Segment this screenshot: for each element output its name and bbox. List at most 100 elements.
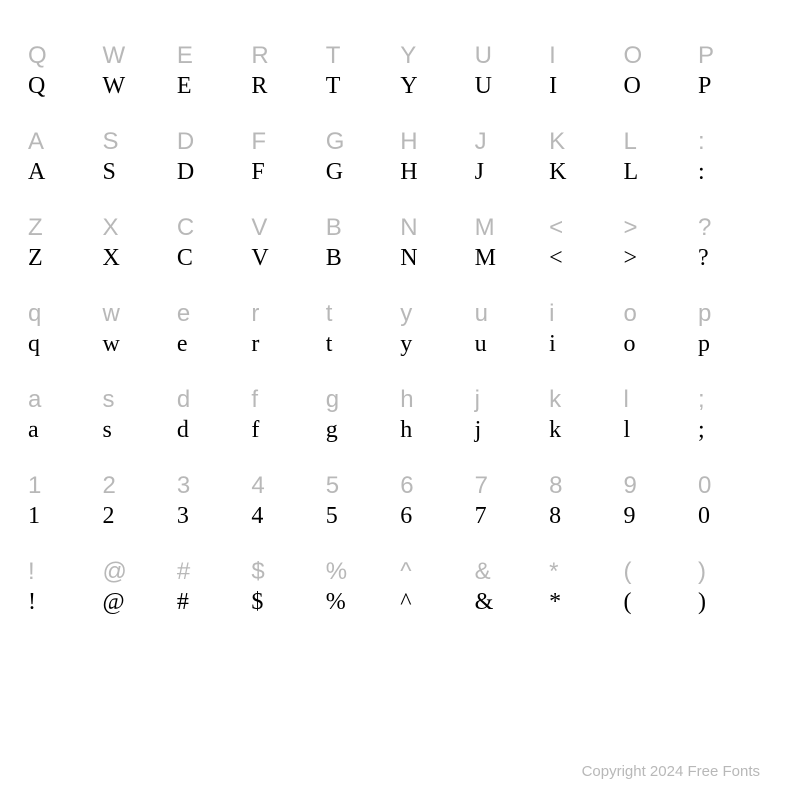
sample-char: L — [624, 160, 698, 192]
sample-char: k — [549, 418, 623, 450]
reference-char: U — [475, 20, 549, 74]
reference-char: 0 — [698, 450, 772, 504]
reference-char: u — [475, 278, 549, 332]
sample-char: d — [177, 418, 251, 450]
sample-char: X — [102, 246, 176, 278]
reference-char: ! — [28, 536, 102, 590]
char-row-group: QWERTYUIOPQWERTYUIOP — [28, 20, 772, 106]
sample-char: C — [177, 246, 251, 278]
reference-char: ( — [624, 536, 698, 590]
reference-char: 9 — [624, 450, 698, 504]
copyright-text: Copyright 2024 Free Fonts — [582, 763, 760, 780]
reference-char: M — [475, 192, 549, 246]
reference-char: d — [177, 364, 251, 418]
sample-char: 0 — [698, 504, 772, 536]
sample-char: G — [326, 160, 400, 192]
reference-char: 6 — [400, 450, 474, 504]
reference-char: j — [475, 364, 549, 418]
sample-char: @ — [102, 590, 176, 622]
sample-char: ( — [624, 590, 698, 622]
reference-char: # — [177, 536, 251, 590]
sample-char: J — [475, 160, 549, 192]
sample-row: qwertyuiop — [28, 332, 772, 364]
reference-char: 8 — [549, 450, 623, 504]
sample-char: K — [549, 160, 623, 192]
reference-char: C — [177, 192, 251, 246]
sample-char: M — [475, 246, 549, 278]
sample-char: s — [102, 418, 176, 450]
sample-char: 1 — [28, 504, 102, 536]
reference-char: t — [326, 278, 400, 332]
sample-char: 6 — [400, 504, 474, 536]
reference-char: 3 — [177, 450, 251, 504]
sample-char: V — [251, 246, 325, 278]
reference-char: f — [251, 364, 325, 418]
sample-char: # — [177, 590, 251, 622]
reference-char: B — [326, 192, 400, 246]
reference-char: : — [698, 106, 772, 160]
reference-char: X — [102, 192, 176, 246]
reference-char: r — [251, 278, 325, 332]
reference-char: O — [624, 20, 698, 74]
sample-char: I — [549, 74, 623, 106]
sample-char: i — [549, 332, 623, 364]
sample-char: 5 — [326, 504, 400, 536]
reference-char: G — [326, 106, 400, 160]
reference-char: 2 — [102, 450, 176, 504]
reference-char: K — [549, 106, 623, 160]
reference-char: > — [624, 192, 698, 246]
sample-char: > — [624, 246, 698, 278]
sample-char: W — [102, 74, 176, 106]
reference-row: QWERTYUIOP — [28, 20, 772, 74]
reference-char: D — [177, 106, 251, 160]
sample-char: D — [177, 160, 251, 192]
reference-char: < — [549, 192, 623, 246]
sample-char: B — [326, 246, 400, 278]
sample-char: e — [177, 332, 251, 364]
sample-char: 9 — [624, 504, 698, 536]
sample-char: O — [624, 74, 698, 106]
reference-char: Y — [400, 20, 474, 74]
sample-char: 4 — [251, 504, 325, 536]
reference-char: w — [102, 278, 176, 332]
sample-row: ZXCVBNM<>? — [28, 246, 772, 278]
sample-char: g — [326, 418, 400, 450]
reference-char: W — [102, 20, 176, 74]
sample-char: 7 — [475, 504, 549, 536]
reference-char: l — [624, 364, 698, 418]
reference-char: A — [28, 106, 102, 160]
sample-char: & — [475, 590, 549, 622]
sample-char: l — [624, 418, 698, 450]
reference-row: ZXCVBNM<>? — [28, 192, 772, 246]
char-row-group: ZXCVBNM<>?ZXCVBNM<>? — [28, 192, 772, 278]
sample-char: ) — [698, 590, 772, 622]
sample-char: $ — [251, 590, 325, 622]
sample-char: 8 — [549, 504, 623, 536]
sample-char: P — [698, 74, 772, 106]
reference-char: e — [177, 278, 251, 332]
sample-char: : — [698, 160, 772, 192]
sample-row: QWERTYUIOP — [28, 74, 772, 106]
sample-char: Q — [28, 74, 102, 106]
reference-char: ^ — [400, 536, 474, 590]
sample-char: o — [624, 332, 698, 364]
reference-char: * — [549, 536, 623, 590]
sample-char: * — [549, 590, 623, 622]
char-row-group: ASDFGHJKL:ASDFGHJKL: — [28, 106, 772, 192]
reference-char: T — [326, 20, 400, 74]
sample-char: 2 — [102, 504, 176, 536]
reference-char: S — [102, 106, 176, 160]
reference-char: i — [549, 278, 623, 332]
sample-char: p — [698, 332, 772, 364]
reference-char: g — [326, 364, 400, 418]
sample-row: asdfghjkl; — [28, 418, 772, 450]
sample-char: F — [251, 160, 325, 192]
char-row-group: qwertyuiopqwertyuiop — [28, 278, 772, 364]
reference-char: E — [177, 20, 251, 74]
sample-char: u — [475, 332, 549, 364]
reference-char: V — [251, 192, 325, 246]
reference-char: 1 — [28, 450, 102, 504]
reference-char: q — [28, 278, 102, 332]
sample-char: S — [102, 160, 176, 192]
char-row-group: !@#$%^&*()!@#$%^&*() — [28, 536, 772, 622]
